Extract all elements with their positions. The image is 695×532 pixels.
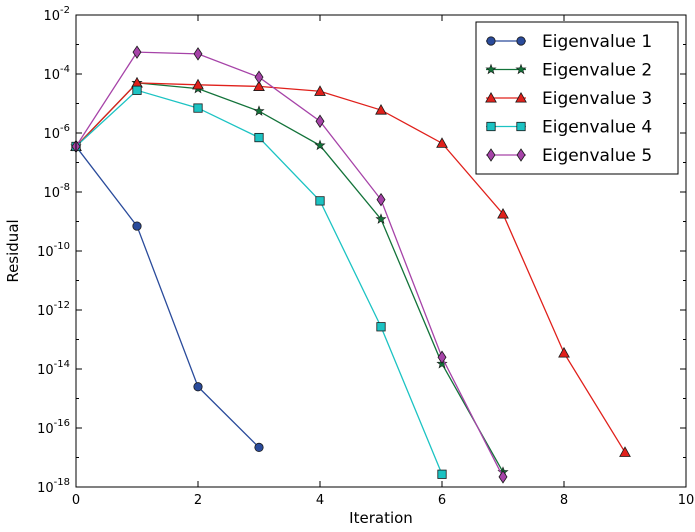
data-point bbox=[375, 213, 387, 224]
y-tick-base: 10 bbox=[37, 363, 54, 378]
x-tick-label: 6 bbox=[438, 493, 446, 508]
x-tick-label: 2 bbox=[194, 493, 202, 508]
legend-label: Eigenvalue 4 bbox=[542, 118, 652, 138]
data-point bbox=[193, 382, 203, 392]
series-line bbox=[75, 51, 504, 478]
data-point bbox=[498, 470, 508, 484]
axes-layer: 0 2 4 6 8 1010-1810-1610-1410-1210-1010-810-6… bbox=[37, 5, 694, 508]
legend-marker bbox=[516, 121, 526, 132]
legend-marker bbox=[486, 148, 496, 162]
legend-marker bbox=[486, 121, 496, 132]
series-line bbox=[75, 82, 626, 453]
y-tick-base: 10 bbox=[37, 481, 54, 496]
data-point bbox=[376, 192, 386, 207]
series-line bbox=[75, 89, 443, 475]
y-tick-label: 10-10 bbox=[37, 241, 70, 260]
legend-marker bbox=[516, 36, 526, 46]
legend: Eigenvalue 1 Eigenvalue 2 Eigenvalue 3 Eige… bbox=[475, 21, 679, 175]
y-tick-exponent: -2 bbox=[60, 5, 70, 16]
data-point bbox=[619, 446, 631, 457]
x-tick-label: 8 bbox=[560, 493, 568, 508]
x-tick-label: 10 bbox=[678, 493, 695, 508]
data-point bbox=[254, 442, 264, 452]
y-tick-exponent: -8 bbox=[60, 182, 70, 193]
data-point bbox=[132, 45, 142, 59]
y-tick-label: 10-14 bbox=[37, 359, 70, 378]
y-tick-base: 10 bbox=[37, 245, 54, 260]
data-point bbox=[253, 105, 265, 116]
y-tick-label: 10-2 bbox=[43, 5, 70, 24]
data-point bbox=[254, 70, 264, 84]
data-point bbox=[558, 346, 570, 358]
y-tick-label: 10-4 bbox=[43, 64, 70, 83]
legend-entry: Eigenvalue 3 bbox=[485, 89, 652, 109]
y-tick-exponent: -6 bbox=[60, 123, 70, 134]
y-tick-base: 10 bbox=[43, 127, 60, 142]
y-tick-label: 10-18 bbox=[37, 477, 70, 496]
data-point bbox=[253, 80, 265, 91]
series-5 bbox=[71, 45, 508, 484]
y-tick-label: 10-12 bbox=[37, 300, 70, 319]
data-point bbox=[193, 103, 203, 113]
legend-entry: Eigenvalue 4 bbox=[486, 118, 652, 138]
y-tick-base: 10 bbox=[37, 422, 54, 437]
y-tick-exponent: -12 bbox=[54, 300, 70, 311]
data-point bbox=[192, 78, 204, 90]
y-tick-exponent: -14 bbox=[54, 359, 70, 370]
data-point bbox=[436, 137, 448, 148]
legend-marker bbox=[516, 148, 526, 162]
legend-label: Eigenvalue 3 bbox=[542, 89, 652, 109]
x-tick-label: 0 bbox=[72, 493, 80, 508]
data-point bbox=[314, 85, 326, 96]
legend-marker bbox=[485, 91, 497, 103]
y-tick-label: 10-8 bbox=[43, 182, 70, 201]
series-4 bbox=[71, 85, 447, 479]
data-point bbox=[315, 114, 325, 128]
data-point bbox=[314, 139, 326, 151]
x-tick-label: 4 bbox=[316, 493, 324, 508]
y-tick-label: 10-16 bbox=[37, 418, 70, 437]
data-point bbox=[497, 207, 509, 219]
y-tick-exponent: -4 bbox=[60, 64, 70, 75]
y-tick-label: 10-6 bbox=[43, 123, 70, 142]
y-tick-exponent: -18 bbox=[54, 477, 70, 488]
y-tick-exponent: -16 bbox=[54, 418, 70, 429]
y-tick-base: 10 bbox=[43, 68, 60, 83]
legend-label: Eigenvalue 1 bbox=[542, 32, 652, 52]
legend-marker bbox=[515, 91, 527, 103]
legend-entry: Eigenvalue 1 bbox=[486, 32, 652, 52]
data-point bbox=[437, 350, 447, 364]
y-tick-base: 10 bbox=[43, 9, 60, 24]
legend-label: Eigenvalue 2 bbox=[542, 61, 652, 81]
y-tick-base: 10 bbox=[43, 186, 60, 201]
legend-marker bbox=[486, 36, 496, 46]
data-point bbox=[376, 322, 386, 332]
data-point bbox=[375, 104, 387, 115]
x-axis-label: Iteration bbox=[349, 509, 413, 527]
y-tick-base: 10 bbox=[37, 304, 54, 319]
series-line bbox=[75, 146, 260, 448]
data-point bbox=[132, 85, 142, 95]
y-axis-label: Residual bbox=[4, 219, 22, 282]
data-point bbox=[437, 469, 447, 479]
legend-marker bbox=[515, 63, 527, 75]
legend-label: Eigenvalue 5 bbox=[542, 146, 652, 166]
data-point bbox=[132, 221, 142, 231]
data-point bbox=[254, 132, 264, 143]
data-point bbox=[193, 47, 203, 61]
y-tick-exponent: -10 bbox=[54, 241, 70, 252]
legend-entry: Eigenvalue 5 bbox=[486, 146, 652, 166]
legend-entry: Eigenvalue 2 bbox=[485, 61, 652, 81]
series-2 bbox=[70, 77, 509, 477]
legend-marker bbox=[485, 63, 497, 75]
series-1 bbox=[71, 141, 264, 452]
data-point bbox=[315, 196, 325, 206]
